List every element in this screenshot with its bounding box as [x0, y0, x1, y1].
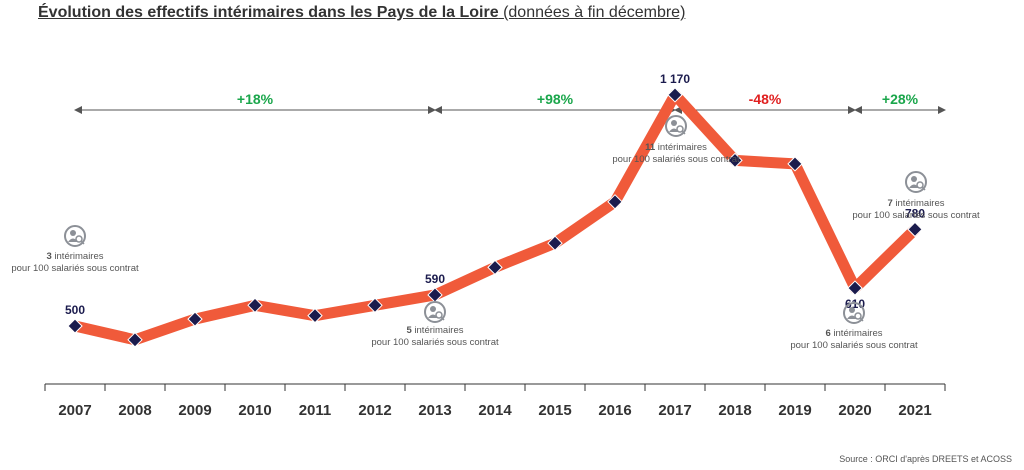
x-tick-label-2007: 2007: [58, 402, 91, 419]
data-points: [67, 87, 923, 348]
series-polyline: [69, 89, 921, 346]
person-search-icon: [64, 225, 86, 247]
data-label-2007: 500: [65, 303, 85, 317]
annotation-line1: 6 intérimaires: [825, 328, 882, 339]
source-note: Source : ORCI d'après DREETS et ACOSS: [839, 454, 1012, 464]
data-point-2017: [667, 87, 683, 103]
data-point-2016: [607, 194, 623, 210]
chart-subtitle: (données à fin décembre): [503, 4, 686, 21]
variation-label-1: +98%: [537, 91, 574, 107]
person-search-icon: [905, 171, 927, 193]
annotation-line1: 11 intérimaires: [645, 142, 707, 153]
x-tick-label-2017: 2017: [658, 402, 691, 419]
variation-label-2: -48%: [749, 91, 782, 107]
data-point-2010: [247, 297, 263, 314]
data-point-2009: [187, 311, 203, 327]
annotation-line2: pour 100 salariés sous contrat: [790, 340, 918, 351]
x-tick-label-2008: 2008: [118, 402, 151, 419]
annotation-line2: pour 100 salariés sous contrat: [612, 154, 740, 165]
variation-label-3: +28%: [882, 91, 919, 107]
data-point-2021: [907, 221, 923, 238]
x-tick-label-2020: 2020: [838, 402, 871, 419]
x-tick-label-2018: 2018: [718, 402, 751, 419]
x-tick-label-2021: 2021: [898, 402, 931, 419]
chart-title-main: Évolution des effectifs intérimaires dan…: [38, 4, 499, 21]
x-tick-label-2011: 2011: [299, 402, 332, 419]
data-point-2018: [727, 152, 743, 169]
data-point-2012: [367, 297, 383, 314]
annotation-line1: 3 intérimaires: [46, 251, 103, 262]
data-point-2020: [847, 280, 863, 296]
data-point-2008: [127, 332, 143, 348]
data-point-2007: [67, 318, 83, 334]
annotation-line2: pour 100 salariés sous contrat: [11, 263, 139, 274]
data-label-2017: 1 170: [660, 72, 690, 86]
annotation-line1: 5 intérimaires: [406, 325, 463, 336]
data-point-2019: [787, 156, 803, 172]
x-tick-label-2013: 2013: [418, 402, 451, 419]
data-point-2015: [547, 235, 563, 251]
person-search-icon: [665, 115, 687, 137]
data-label-2021: 780: [905, 206, 925, 220]
series-line: [69, 89, 921, 346]
data-label-2013: 590: [425, 272, 445, 286]
x-tick-label-2016: 2016: [598, 402, 631, 419]
chart-title: Évolution des effectifs intérimaires dan…: [38, 4, 685, 22]
x-tick-label-2019: 2019: [778, 402, 811, 419]
person-search-icon: [424, 301, 446, 323]
x-tick-label-2009: 2009: [178, 402, 211, 419]
data-point-2011: [307, 307, 323, 324]
annotation-line2: pour 100 salariés sous contrat: [371, 337, 499, 348]
x-axis: 2007 2008 2009 2010 2011 2012 2013 2014 2015 2016…: [44, 383, 946, 419]
annotation-line2: pour 100 salariés sous contrat: [852, 210, 980, 221]
annotation-line1: 7 intérimaires: [887, 198, 944, 209]
x-tick-label-2014: 2014: [478, 402, 512, 419]
x-tick-label-2015: 2015: [538, 402, 571, 419]
variation-label-0: +18%: [237, 91, 274, 107]
data-point-2014: [487, 259, 503, 276]
person-search-icon: [843, 302, 865, 324]
x-tick-label-2012: 2012: [358, 402, 391, 419]
x-tick-label-2010: 2010: [238, 402, 271, 419]
variation-arrows: +18% +98% -48% +28%: [74, 91, 946, 114]
